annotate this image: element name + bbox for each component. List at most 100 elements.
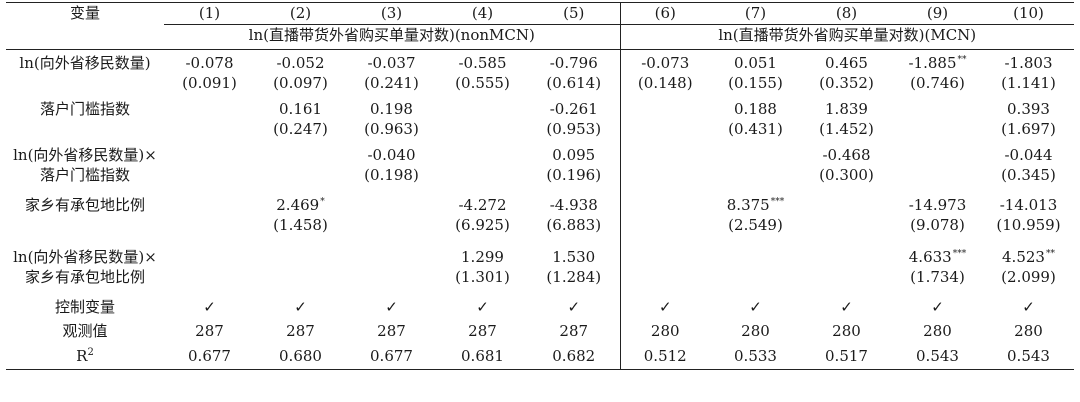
coefficient: -0.037: [348, 53, 435, 73]
table-cell: [255, 243, 346, 295]
row-label-line: ln(向外省移民数量): [19, 54, 151, 72]
standard-error: (0.198): [364, 166, 419, 184]
table-cell: 0.465 (0.352): [801, 50, 892, 94]
table-cell: 287: [528, 319, 620, 343]
significance-stars: ***: [952, 249, 967, 259]
column-number-row: 变量 (1) (2) (3) (4) (5) (6) (7) (8) (9) (…: [6, 2, 1074, 50]
table-cell: 0.543: [983, 343, 1074, 370]
coefficient-value: 1.839: [825, 100, 868, 118]
table-cell: 0.681: [437, 343, 528, 370]
table-cell: [619, 93, 710, 143]
coefficient-value: 0.051: [734, 54, 777, 72]
table-cell: ✓: [801, 295, 892, 319]
table-row: ln(向外省移民数量) -0.078 (0.091) -0.052 (0.097) -0.…: [6, 49, 1074, 94]
table-row: ln(向外省移民数量)× 家乡有承包地比例 1.299 (1.301) 1.530 (1.…: [6, 243, 1074, 295]
table-cell: 0.051 (0.155): [710, 50, 801, 94]
col-number-8: (8): [801, 2, 892, 25]
row-label: 落户门槛指数: [6, 93, 164, 143]
row-label-line: 家乡有承包地比例: [24, 268, 145, 286]
coefficient: 4.523**: [985, 247, 1072, 267]
table-cell: [346, 189, 437, 243]
coefficient: -0.261: [530, 99, 618, 119]
table-cell: [801, 243, 892, 295]
cell-value: 0.517: [825, 347, 868, 365]
coefficient-value: -0.796: [549, 54, 598, 72]
coefficient-value: 1.530: [552, 248, 596, 266]
cell-value: 0.677: [370, 347, 413, 365]
coefficient-value: 0.465: [825, 54, 868, 72]
coefficient: -1.885**: [894, 53, 981, 73]
table-cell: 2.469* (1.458): [255, 189, 346, 243]
col-number-1: (1): [164, 2, 255, 25]
table-cell: 4.633*** (1.734): [892, 243, 983, 295]
table-row: 落户门槛指数 0.161 (0.247) 0.198 (0.963) -0.261 (0.9…: [6, 93, 1074, 143]
standard-error: (1.458): [273, 216, 328, 234]
row-label-text: R: [76, 347, 88, 365]
table-cell: [892, 143, 983, 189]
coefficient: 4.633***: [894, 247, 981, 267]
table-cell: [892, 93, 983, 143]
table-row: 控制变量 ✓ ✓ ✓ ✓ ✓ ✓ ✓ ✓ ✓ ✓: [6, 295, 1074, 319]
check-mark: ✓: [749, 298, 762, 316]
table-cell: [619, 189, 710, 243]
table-cell: 0.677: [164, 343, 255, 370]
table-cell: [710, 243, 801, 295]
table-cell: ✓: [528, 295, 620, 319]
standard-error: (0.614): [546, 74, 602, 92]
table-cell: [619, 143, 710, 189]
coefficient-value: -0.052: [276, 54, 325, 72]
standard-error: (10.959): [996, 216, 1061, 234]
standard-error: (1.452): [819, 120, 874, 138]
table-cell: [619, 243, 710, 295]
table-cell: [437, 93, 528, 143]
standard-error: (0.241): [364, 74, 419, 92]
row-label-line: 落户门槛指数: [39, 100, 130, 118]
coefficient-value: 0.198: [370, 100, 413, 118]
standard-error: (0.963): [364, 120, 419, 138]
coefficient: -0.073: [623, 53, 709, 73]
coefficient-value: -1.885: [908, 54, 957, 72]
standard-error: (1.734): [910, 268, 965, 286]
table-cell: ✓: [710, 295, 801, 319]
cell-value: 0.533: [734, 347, 777, 365]
table-cell: 0.198 (0.963): [346, 93, 437, 143]
variable-header: 变量: [6, 2, 164, 50]
row-label: ln(向外省移民数量)× 落户门槛指数: [6, 143, 164, 189]
coefficient-value: 8.375: [726, 196, 770, 214]
check-mark: ✓: [840, 298, 853, 316]
table-cell: [164, 143, 255, 189]
cell-value: 287: [468, 322, 497, 340]
coefficient: -14.973: [894, 195, 981, 215]
significance-stars: *: [320, 197, 325, 207]
table-cell: -0.040 (0.198): [346, 143, 437, 189]
table-cell: ✓: [437, 295, 528, 319]
table-cell: -1.803 (1.141): [983, 50, 1074, 94]
table-cell: 0.517: [801, 343, 892, 370]
row-label: ln(向外省移民数量): [6, 50, 164, 94]
coefficient-value: -0.073: [641, 54, 690, 72]
table-cell: 0.393 (1.697): [983, 93, 1074, 143]
coefficient-value: 0.393: [1007, 100, 1050, 118]
cell-value: 0.543: [916, 347, 959, 365]
table-cell: -0.037 (0.241): [346, 50, 437, 94]
table-row: R2 0.677 0.680 0.677 0.681 0.682 0.512 0.533 0.5…: [6, 343, 1074, 370]
table-row: 观测值 287 287 287 287 287 280 280 280 280 280: [6, 319, 1074, 343]
standard-error: (0.155): [728, 74, 783, 92]
standard-error: (1.284): [546, 268, 602, 286]
cell-value: 280: [1014, 322, 1043, 340]
table-cell: ✓: [164, 295, 255, 319]
check-mark: ✓: [1022, 298, 1035, 316]
coefficient: 0.393: [985, 99, 1072, 119]
table-cell: ✓: [983, 295, 1074, 319]
table-cell: 0.188 (0.431): [710, 93, 801, 143]
row-label-superscript: 2: [87, 347, 94, 358]
coefficient-value: -0.468: [822, 146, 871, 164]
cell-value: 287: [195, 322, 224, 340]
standard-error: (1.301): [455, 268, 510, 286]
coefficient-value: -4.272: [458, 196, 507, 214]
row-label: 观测值: [6, 319, 164, 343]
table-cell: [164, 189, 255, 243]
table-cell: 280: [801, 319, 892, 343]
table-cell: 287: [437, 319, 528, 343]
table-cell: 8.375*** (2.549): [710, 189, 801, 243]
